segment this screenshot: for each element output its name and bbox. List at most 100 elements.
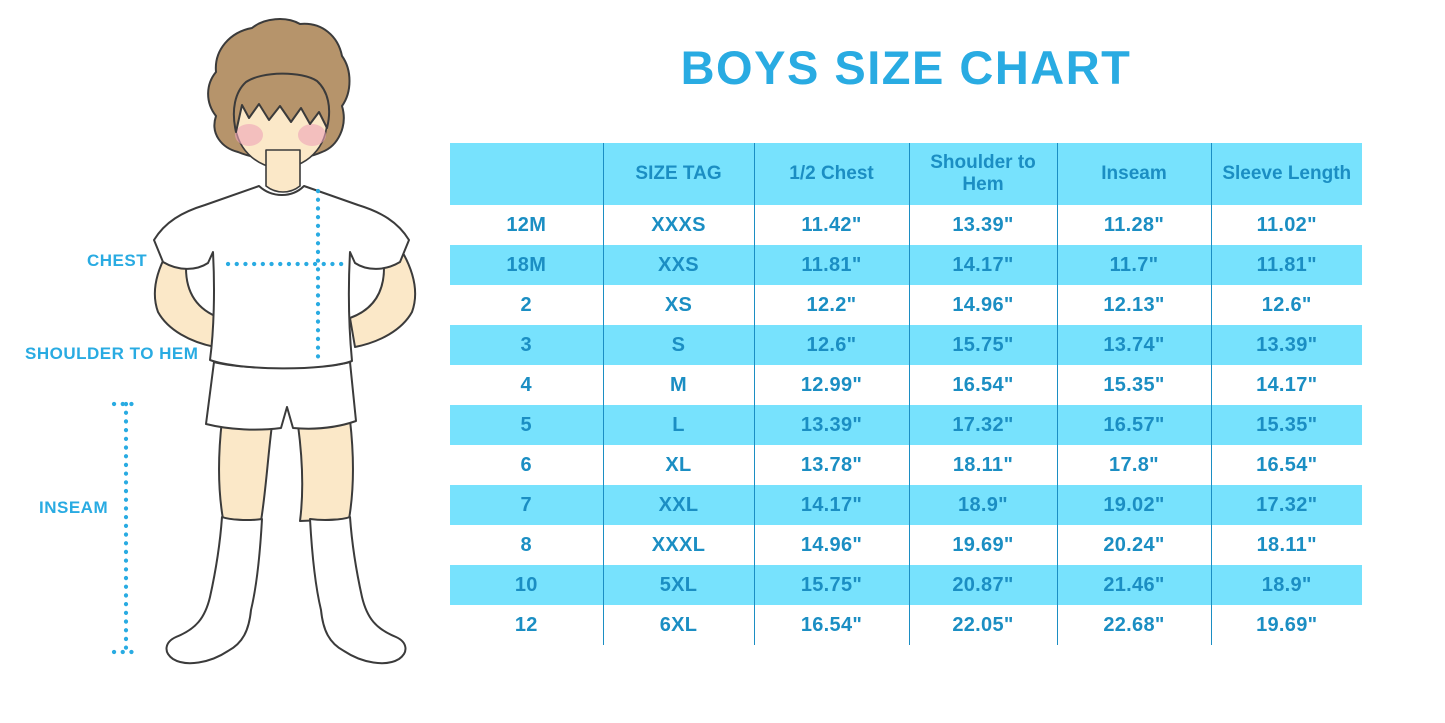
page-title: BOYS SIZE CHART — [680, 41, 1132, 94]
measurement-cell: 17.32" — [908, 405, 1057, 445]
size-label-cell: 2 — [520, 293, 532, 316]
measurement-cell: 11.81" — [1210, 245, 1362, 285]
table-row: 2 XS 12.2" 14.96" 12.13" 12.6" — [450, 285, 1362, 325]
table-row: 12 6XL 16.54" 22.05" 22.68" 19.69" — [450, 605, 1362, 645]
size-label-cell: 12M — [506, 213, 547, 236]
chest-label: CHEST — [87, 251, 148, 270]
table-row: 4 M 12.99" 16.54" 15.35" 14.17" — [450, 365, 1362, 405]
size-label-cell: 5 — [520, 413, 532, 436]
table-row: 7 XXL 14.17" 18.9" 19.02" 17.32" — [450, 485, 1362, 525]
size-label-cell: 4 — [520, 373, 532, 396]
leg-right — [297, 419, 354, 522]
measurement-cell: 20.24" — [1056, 525, 1211, 565]
inseam-label: INSEAM — [39, 498, 109, 517]
hair-fringe-icon — [232, 72, 331, 133]
neck — [265, 149, 301, 193]
measurement-cell: XL — [602, 445, 754, 485]
size-label-cell: 12 — [514, 613, 538, 636]
table-row: 8 XXXL 14.96" 19.69" 20.24" 18.11" — [450, 525, 1362, 565]
size-table-body: 12M XXXS 11.42" 13.39" 11.28" 11.02" 18M XXS 11.… — [450, 205, 1362, 645]
t-shirt — [153, 185, 410, 370]
measurement-cell: 22.68" — [1056, 605, 1211, 645]
measurement-cell: M — [602, 365, 754, 405]
measurement-cell: 11.02" — [1210, 205, 1362, 245]
measurement-cell: 16.54" — [753, 605, 909, 645]
measurement-cell: 12.6" — [753, 325, 909, 365]
measurement-cell: 16.54" — [908, 365, 1057, 405]
size-label-cell: 10 — [514, 573, 538, 596]
measurement-cell: 13.39" — [1210, 325, 1362, 365]
size-label-cell: 3 — [520, 333, 532, 356]
measurement-cell: L — [602, 405, 754, 445]
column-header: Sleeve Length — [1210, 143, 1362, 205]
measurement-cell: 19.69" — [1210, 605, 1362, 645]
measurement-cell: 14.96" — [753, 525, 909, 565]
measurement-cell: 11.28" — [1056, 205, 1211, 245]
measurement-cell: 11.7" — [1056, 245, 1211, 285]
column-header: Shoulder to Hem — [908, 143, 1057, 205]
measurement-cell: S — [602, 325, 754, 365]
measurement-cell: 14.17" — [1210, 365, 1362, 405]
measurement-cell: 19.69" — [908, 525, 1057, 565]
measurement-cell: 22.05" — [908, 605, 1057, 645]
measurement-cell: 20.87" — [908, 565, 1057, 605]
column-header: SIZE TAG — [602, 143, 754, 205]
measurement-cell: 17.32" — [1210, 485, 1362, 525]
measurement-cell: 19.02" — [1056, 485, 1211, 525]
measurement-cell: XXL — [602, 485, 754, 525]
measurement-cell: 18.11" — [908, 445, 1057, 485]
table-row: 6 XL 13.78" 18.11" 17.8" 16.54" — [450, 445, 1362, 485]
measurement-cell: XXS — [602, 245, 754, 285]
measurement-cell: 15.35" — [1210, 405, 1362, 445]
measurement-cell: 18.9" — [908, 485, 1057, 525]
size-label-cell: 7 — [520, 493, 532, 516]
measurement-cell: XXXS — [602, 205, 754, 245]
measurement-cell: 11.81" — [753, 245, 909, 285]
measurement-cell: 13.39" — [753, 405, 909, 445]
measurement-cell: 15.75" — [753, 565, 909, 605]
measurement-cell: 5XL — [602, 565, 754, 605]
measurement-cell: 6XL — [602, 605, 754, 645]
measurement-cell: 18.11" — [1210, 525, 1362, 565]
sock-right — [309, 516, 407, 665]
shorts — [205, 361, 357, 431]
measurement-cell: 14.17" — [753, 485, 909, 525]
table-row: 18M XXS 11.81" 14.17" 11.7" 11.81" — [450, 245, 1362, 285]
blush-left — [235, 124, 263, 146]
measurement-cell: XS — [602, 285, 754, 325]
table-row: 12M XXXS 11.42" 13.39" 11.28" 11.02" — [450, 205, 1362, 245]
size-label-cell: 6 — [520, 453, 532, 476]
measurement-cell: 13.78" — [753, 445, 909, 485]
measurement-cell: 12.6" — [1210, 285, 1362, 325]
measurement-cell: XXXL — [602, 525, 754, 565]
measurement-cell: 15.35" — [1056, 365, 1211, 405]
size-table-head-row: SIZE TAG 1/2 Chest Shoulder to Hem Inseam Sl… — [450, 143, 1362, 205]
measurement-cell: 13.39" — [908, 205, 1057, 245]
measurement-cell: 21.46" — [1056, 565, 1211, 605]
column-header: Inseam — [1056, 143, 1211, 205]
measurement-cell: 16.54" — [1210, 445, 1362, 485]
measurement-cell: 12.13" — [1056, 285, 1211, 325]
measurement-cell: 17.8" — [1056, 445, 1211, 485]
table-row: 3 S 12.6" 15.75" 13.74" 13.39" — [450, 325, 1362, 365]
blush-right — [298, 124, 326, 146]
measurement-cell: 15.75" — [908, 325, 1057, 365]
shoulder-to-hem-label: SHOULDER TO HEM — [25, 344, 199, 363]
column-header: 1/2 Chest — [753, 143, 909, 205]
table-row: 5 L 13.39" 17.32" 16.57" 15.35" — [450, 405, 1362, 445]
measurement-cell: 16.57" — [1056, 405, 1211, 445]
measurement-cell: 18.9" — [1210, 565, 1362, 605]
measurement-cell: 12.2" — [753, 285, 909, 325]
boy-figure-illustration — [111, 18, 417, 665]
table-row: 10 5XL 15.75" 20.87" 21.46" 18.9" — [450, 565, 1362, 605]
column-header — [450, 143, 603, 205]
leg-left — [218, 419, 273, 522]
measurement-cell: 11.42" — [753, 205, 909, 245]
size-table: SIZE TAG 1/2 Chest Shoulder to Hem Inseam Sl… — [450, 143, 1362, 645]
size-label-cell: 18M — [506, 253, 547, 276]
measurement-cell: 12.99" — [753, 365, 909, 405]
measurement-cell: 14.17" — [908, 245, 1057, 285]
sock-left — [165, 516, 263, 665]
measurement-cell: 14.96" — [908, 285, 1057, 325]
